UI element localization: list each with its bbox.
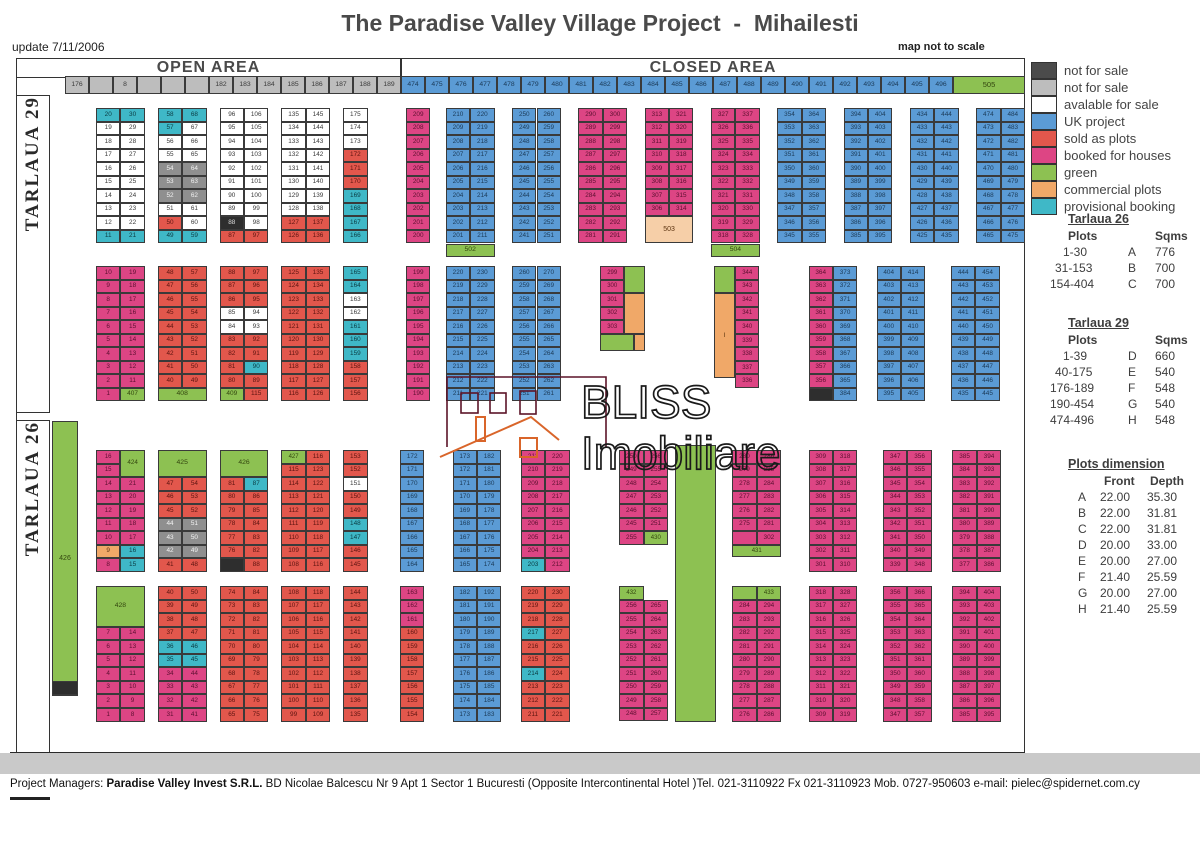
svg-text:Imobiliare: Imobiliare bbox=[581, 427, 780, 479]
svg-text:BLISS: BLISS bbox=[581, 376, 711, 428]
